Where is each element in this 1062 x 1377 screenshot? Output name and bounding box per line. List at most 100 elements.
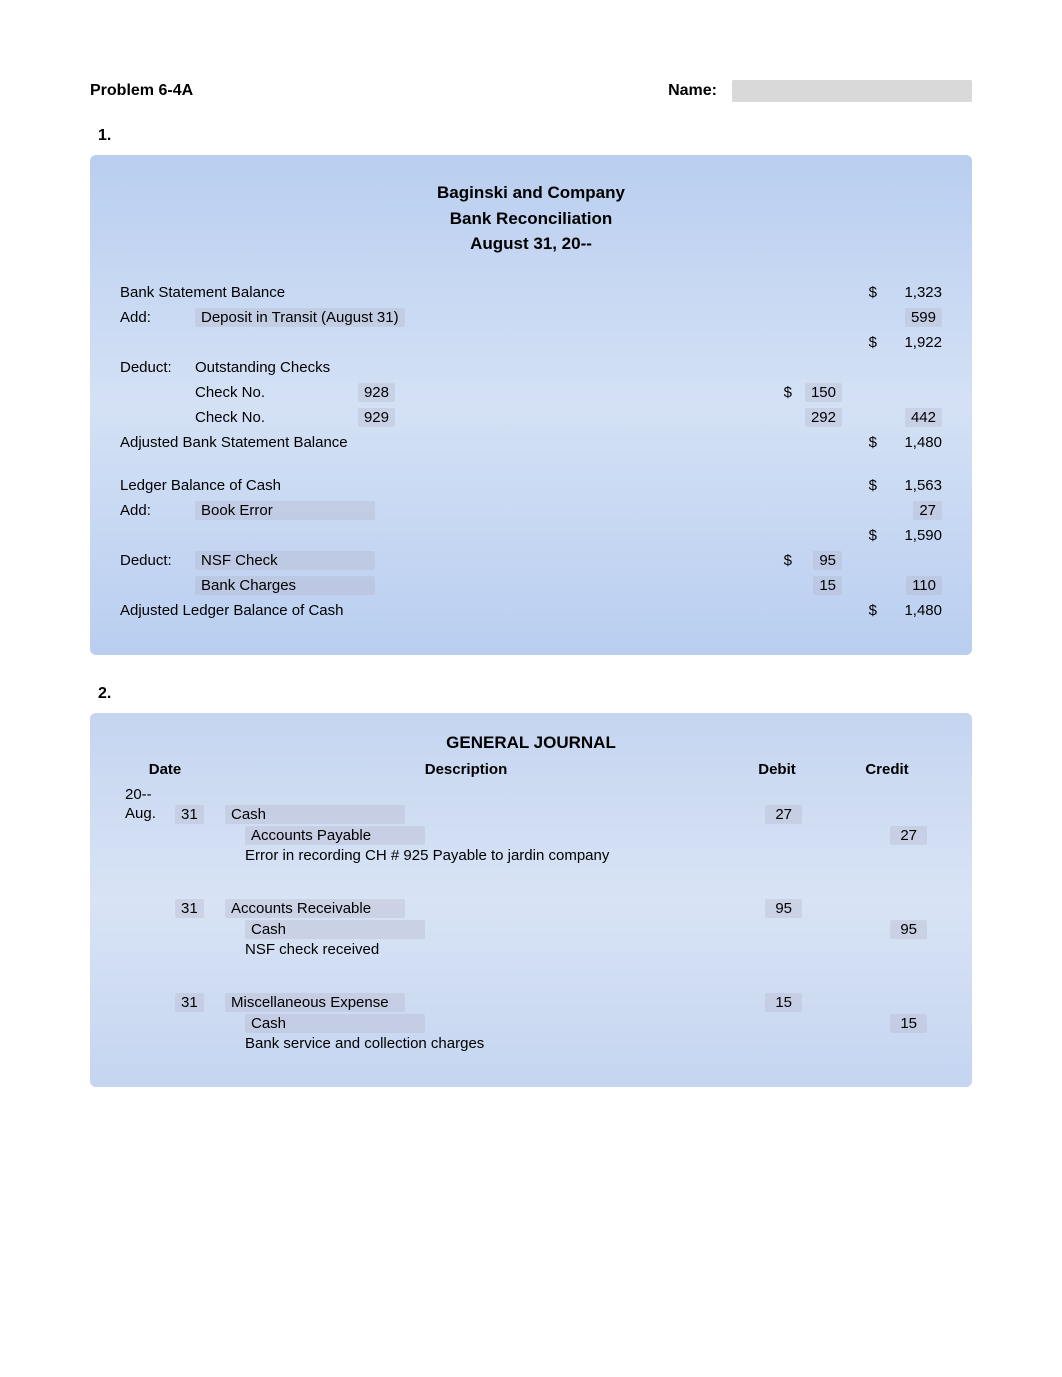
check-no-label: Check No. <box>195 384 315 401</box>
header-debit: Debit <box>722 761 832 778</box>
dollar-sign: $ <box>852 602 877 619</box>
entry-line: Error in recording CH # 925 Payable to j… <box>120 847 942 864</box>
entry-credit-amount: 95 <box>832 920 942 939</box>
entry-debit-account: Miscellaneous Expense <box>215 993 722 1012</box>
subtotal1-value: 1,922 <box>877 334 942 351</box>
entry-credit-account: Accounts Payable <box>215 826 722 845</box>
subtotal1-row: $ 1,922 <box>120 332 942 354</box>
journal-entry-2: 31 Accounts Receivable 95 Cash 95 NSF ch… <box>120 899 942 958</box>
problem-title: Problem 6-4A <box>90 82 193 100</box>
dollar-sign: $ <box>852 527 877 544</box>
reconciliation-panel: Baginski and Company Bank Reconciliation… <box>90 155 972 655</box>
entry-debit-account: Accounts Receivable <box>215 899 722 918</box>
subtotal2-row: $ 1,590 <box>120 525 942 547</box>
adjusted-ledger-row: Adjusted Ledger Balance of Cash $ 1,480 <box>120 600 942 622</box>
header-date: Date <box>120 761 210 778</box>
bank-statement-balance-label: Bank Statement Balance <box>120 284 470 301</box>
nsf-label: NSF Check <box>195 551 375 570</box>
check2-no: 929 <box>315 408 395 427</box>
deposit-transit-row: Add: Deposit in Transit (August 31) 599 <box>120 307 942 329</box>
dollar-sign: $ <box>767 552 792 569</box>
ledger-balance-label: Ledger Balance of Cash <box>120 477 470 494</box>
check1-amount: 150 <box>792 383 852 402</box>
journal-headers: Date Description Debit Credit <box>120 761 942 778</box>
month: Aug. <box>120 805 175 822</box>
entry-line: 31 Accounts Receivable 95 <box>120 899 942 918</box>
entry-line: Cash 15 <box>120 1014 942 1033</box>
entry-line: NSF check received <box>120 941 942 958</box>
deposit-transit-label: Deposit in Transit (August 31) <box>195 308 405 327</box>
add-label: Add: <box>120 309 195 326</box>
dollar-sign: $ <box>852 334 877 351</box>
book-error-label: Book Error <box>195 501 375 520</box>
company-name: Baginski and Company <box>120 180 942 206</box>
recon-title: Baginski and Company Bank Reconciliation… <box>120 180 942 257</box>
year-row: 20-- <box>120 786 942 803</box>
name-section: Name: <box>668 80 972 102</box>
check2-row: Check No. 929 292 442 <box>120 407 942 429</box>
journal-title: GENERAL JOURNAL <box>120 733 942 753</box>
journal-entry-1: Aug. 31 Cash 27 Accounts Payable 27 Erro… <box>120 805 942 864</box>
entry-credit-amount: 15 <box>832 1014 942 1033</box>
entry-line: 31 Miscellaneous Expense 15 <box>120 993 942 1012</box>
entry-debit-amount: 27 <box>722 805 832 824</box>
name-label: Name: <box>668 82 717 100</box>
bank-statement-balance-value: 1,323 <box>877 284 942 301</box>
entry-memo: Error in recording CH # 925 Payable to j… <box>215 847 722 864</box>
deposit-transit-value: 599 <box>877 308 942 327</box>
deduct-label: Deduct: <box>120 552 195 569</box>
nsf-amount: 95 <box>792 551 852 570</box>
year: 20-- <box>120 786 175 803</box>
dollar-sign: $ <box>767 384 792 401</box>
dollar-sign: $ <box>852 434 877 451</box>
outstanding-checks-label: Outstanding Checks <box>195 359 330 376</box>
journal-panel: GENERAL JOURNAL Date Description Debit C… <box>90 713 972 1087</box>
entry-line: Accounts Payable 27 <box>120 826 942 845</box>
entry-memo: NSF check received <box>215 941 722 958</box>
check2-amount: 292 <box>792 408 852 427</box>
entry-line: Bank service and collection charges <box>120 1035 942 1052</box>
adjusted-ledger-value: 1,480 <box>877 602 942 619</box>
section-1-number: 1. <box>98 127 972 145</box>
outstanding-checks-row: Deduct: Outstanding Checks <box>120 357 942 379</box>
section-2-number: 2. <box>98 685 972 703</box>
bank-charges-row: Bank Charges 15 110 <box>120 575 942 597</box>
journal-entry-3: 31 Miscellaneous Expense 15 Cash 15 Bank… <box>120 993 942 1052</box>
check1-no: 928 <box>315 383 395 402</box>
entry-day: 31 <box>175 993 215 1012</box>
entry-memo: Bank service and collection charges <box>215 1035 722 1052</box>
check-no-label: Check No. <box>195 409 315 426</box>
bank-statement-balance-row: Bank Statement Balance $ 1,323 <box>120 282 942 304</box>
header-credit: Credit <box>832 761 942 778</box>
total-outstanding-value: 442 <box>877 408 942 427</box>
entry-debit-amount: 95 <box>722 899 832 918</box>
name-input-blank[interactable] <box>732 80 972 102</box>
bank-charges-amount: 15 <box>792 576 852 595</box>
entry-line: Cash 95 <box>120 920 942 939</box>
add-label: Add: <box>120 502 195 519</box>
adjusted-bank-value: 1,480 <box>877 434 942 451</box>
total-deductions-value: 110 <box>877 576 942 595</box>
nsf-row: Deduct: NSF Check $ 95 <box>120 550 942 572</box>
book-error-value: 27 <box>877 501 942 520</box>
check1-row: Check No. 928 $ 150 <box>120 382 942 404</box>
entry-debit-amount: 15 <box>722 993 832 1012</box>
entry-line: Aug. 31 Cash 27 <box>120 805 942 824</box>
dollar-sign: $ <box>852 284 877 301</box>
entry-credit-account: Cash <box>215 920 722 939</box>
entry-day: 31 <box>175 805 215 824</box>
ledger-balance-value: 1,563 <box>877 477 942 494</box>
entry-credit-amount: 27 <box>832 826 942 845</box>
deduct-label: Deduct: <box>120 359 195 376</box>
report-date: August 31, 20-- <box>120 231 942 257</box>
ledger-balance-row: Ledger Balance of Cash $ 1,563 <box>120 475 942 497</box>
entry-credit-account: Cash <box>215 1014 722 1033</box>
book-error-row: Add: Book Error 27 <box>120 500 942 522</box>
header-description: Description <box>210 761 722 778</box>
entry-debit-account: Cash <box>215 805 722 824</box>
report-name: Bank Reconciliation <box>120 206 942 232</box>
adjusted-bank-row: Adjusted Bank Statement Balance $ 1,480 <box>120 432 942 454</box>
dollar-sign: $ <box>852 477 877 494</box>
entry-day: 31 <box>175 899 215 918</box>
adjusted-bank-label: Adjusted Bank Statement Balance <box>120 434 470 451</box>
